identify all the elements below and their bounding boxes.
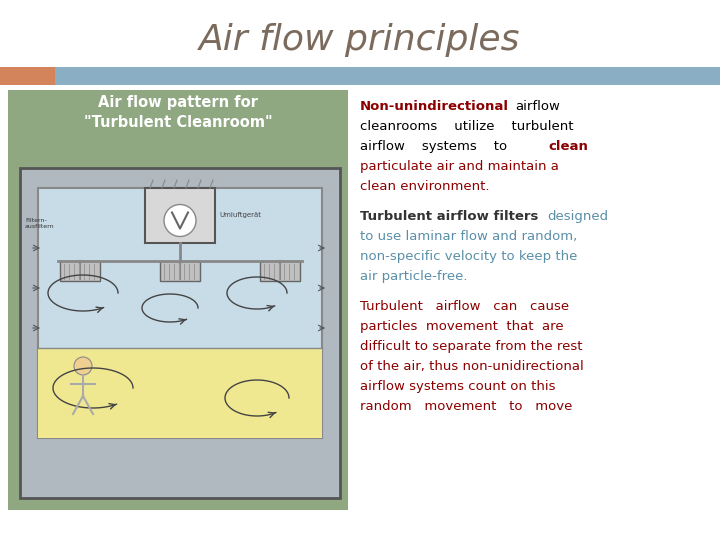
Bar	[0, 67, 55, 85]
Text: Non-unindirectional: Non-unindirectional	[360, 100, 509, 113]
Text: Turbulent   airflow   can   cause: Turbulent airflow can cause	[360, 300, 569, 313]
Bar	[38, 348, 322, 438]
Bar	[60, 261, 100, 281]
Bar	[38, 188, 322, 438]
Bar	[8, 90, 348, 510]
Bar	[160, 261, 200, 281]
Text: random   movement   to   move: random movement to move	[360, 400, 572, 413]
Bar	[20, 168, 340, 498]
Text: non-specific velocity to keep the: non-specific velocity to keep the	[360, 250, 577, 263]
Text: Umluftgerät: Umluftgerät	[219, 213, 261, 219]
Text: particulate air and maintain a: particulate air and maintain a	[360, 160, 559, 173]
Text: designed: designed	[547, 210, 608, 223]
Text: Filtern-
ausfiltern: Filtern- ausfiltern	[25, 218, 55, 229]
Text: Turbulent airflow filters: Turbulent airflow filters	[360, 210, 539, 223]
Text: particles  movement  that  are: particles movement that are	[360, 320, 564, 333]
Bar	[8, 90, 348, 135]
Bar	[55, 67, 720, 85]
Text: difficult to separate from the rest: difficult to separate from the rest	[360, 340, 582, 353]
Text: to use laminar flow and random,: to use laminar flow and random,	[360, 230, 577, 243]
Text: airflow    systems    to: airflow systems to	[360, 140, 507, 153]
Circle shape	[164, 205, 196, 237]
Text: airflow systems count on this: airflow systems count on this	[360, 380, 556, 393]
Text: cleanrooms    utilize    turbulent: cleanrooms utilize turbulent	[360, 120, 574, 133]
Text: air particle-free.: air particle-free.	[360, 270, 467, 283]
Text: of the air, thus non-unidirectional: of the air, thus non-unidirectional	[360, 360, 584, 373]
Text: Air flow pattern for
"Turbulent Cleanroom": Air flow pattern for "Turbulent Cleanroo…	[84, 95, 272, 130]
Bar	[145, 188, 215, 243]
Circle shape	[74, 357, 92, 375]
Text: Air flow principles: Air flow principles	[199, 23, 521, 57]
Text: clean: clean	[548, 140, 588, 153]
Text: clean environment.: clean environment.	[360, 180, 490, 193]
Bar	[260, 261, 300, 281]
Text: airflow: airflow	[515, 100, 560, 113]
